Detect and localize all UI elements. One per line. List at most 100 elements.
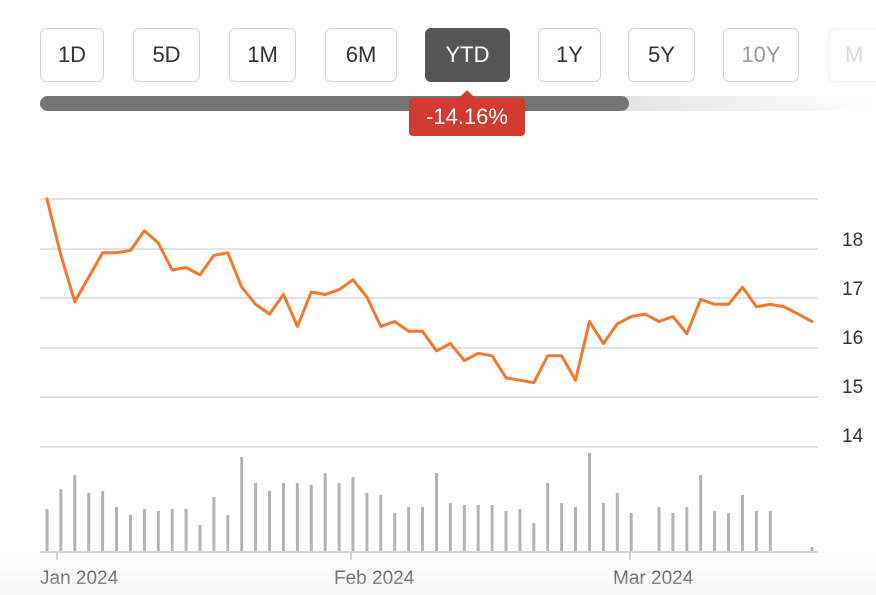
volume-bar: [588, 453, 591, 551]
volume-bar: [699, 475, 703, 551]
price-point: [728, 304, 729, 305]
price-line: [45, 197, 814, 385]
price-point: [339, 289, 340, 290]
price-point: [213, 255, 214, 256]
volume-bar: [435, 473, 438, 551]
price-point: [172, 270, 173, 271]
volume-bar: [295, 483, 299, 551]
price-point: [116, 252, 117, 253]
volume-bar: [768, 511, 772, 551]
volume-bar: [407, 507, 411, 551]
price-point: [325, 294, 326, 295]
volume-bar: [142, 509, 146, 551]
tab-ytd[interactable]: YTD: [425, 28, 510, 82]
price-point: [60, 255, 61, 256]
price-point: [394, 321, 395, 322]
x-tick-label: Mar 2024: [613, 568, 694, 589]
tab-max[interactable]: M: [828, 28, 876, 82]
price-point: [269, 314, 270, 315]
tab-5y[interactable]: 5Y: [628, 28, 695, 82]
volume-bar: [754, 511, 758, 551]
price-point: [478, 353, 479, 354]
volume-bar: [351, 477, 355, 551]
volume-bar: [518, 509, 522, 551]
tab-1y[interactable]: 1Y: [538, 28, 601, 82]
volume-bar: [87, 493, 91, 551]
price-point: [186, 267, 187, 268]
volume-bar: [226, 515, 230, 551]
price-point: [533, 382, 534, 383]
price-point: [603, 343, 604, 344]
volume-bar: [810, 547, 814, 551]
x-tick-label: Jan 2024: [40, 568, 119, 589]
tab-1d[interactable]: 1D: [40, 28, 104, 82]
price-point: [519, 380, 520, 381]
price-point: [255, 304, 256, 305]
volume-bar: [45, 509, 49, 551]
y-tick-label: 15: [842, 377, 863, 398]
tab-1m[interactable]: 1M: [229, 28, 296, 82]
price-point: [645, 314, 646, 315]
volume-bar: [129, 515, 132, 551]
price-point: [47, 199, 48, 200]
volume-bar: [476, 505, 480, 551]
price-point: [74, 301, 75, 302]
volume-bar: [240, 457, 244, 551]
volume-bar: [685, 507, 689, 551]
price-point: [589, 321, 590, 322]
volume-bar: [741, 495, 744, 551]
volume-bar: [170, 509, 174, 551]
price-point: [102, 252, 103, 253]
price-point: [200, 274, 201, 275]
volume-bar: [504, 511, 508, 551]
price-point: [575, 380, 576, 381]
x-tick-label: Feb 2024: [334, 568, 415, 589]
price-point: [672, 316, 673, 317]
price-point: [408, 331, 409, 332]
volume-bar: [462, 505, 466, 551]
volume-bar: [490, 505, 494, 551]
volume-bar: [337, 483, 341, 551]
price-point: [506, 377, 507, 378]
price-point: [241, 287, 242, 288]
volume-bar: [59, 489, 63, 551]
volume-bar: [156, 511, 160, 551]
volume-bar: [254, 483, 258, 551]
y-tick-label: 14: [842, 426, 864, 447]
price-point: [88, 277, 89, 278]
price-point: [158, 243, 159, 244]
volume-bar: [629, 513, 633, 551]
price-point: [366, 297, 367, 298]
range-tabs: 1D 5D 1M 6M YTD 1Y 5Y 10Y M: [0, 0, 876, 90]
price-point: [130, 250, 131, 251]
price-point: [617, 323, 618, 324]
price-point: [561, 355, 562, 356]
volume-bar: [73, 475, 77, 551]
price-point: [144, 230, 145, 231]
price-point: [714, 304, 715, 305]
y-tick-label: 16: [842, 328, 863, 349]
y-tick-label: 18: [842, 230, 863, 251]
volume-bar: [212, 497, 216, 551]
volume-bar: [282, 483, 285, 551]
price-point: [770, 304, 771, 305]
price-point: [311, 292, 312, 293]
tab-6m[interactable]: 6M: [325, 28, 397, 82]
price-point: [436, 350, 437, 351]
price-point: [547, 355, 548, 356]
price-point: [756, 306, 757, 307]
volume-bar: [101, 491, 105, 551]
volume-bar: [546, 483, 550, 551]
volume-bar: [323, 473, 327, 551]
price-point: [380, 326, 381, 327]
volume-bar: [393, 513, 397, 551]
volume-bar: [115, 507, 118, 551]
price-point: [798, 314, 799, 315]
volume-bar: [379, 495, 383, 551]
tab-10y[interactable]: 10Y: [723, 28, 799, 82]
volume-bar: [615, 493, 619, 551]
price-point: [227, 252, 228, 253]
tab-5d[interactable]: 5D: [133, 28, 200, 82]
price-point: [353, 279, 354, 280]
